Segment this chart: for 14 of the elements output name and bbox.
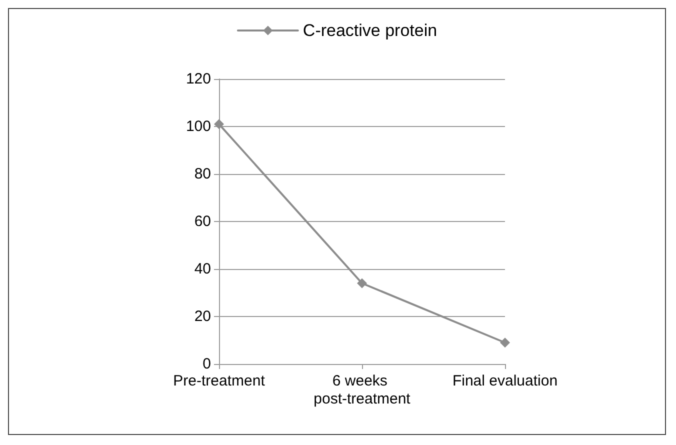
- legend-label: C-reactive protein: [302, 21, 438, 40]
- x-tick-label: Pre-treatment: [173, 372, 266, 390]
- y-tick-label: 120: [186, 70, 211, 88]
- x-tick-label: 6 weeks post-treatment: [314, 372, 412, 408]
- point: [357, 278, 367, 288]
- point: [214, 119, 224, 130]
- y-tick-label: 20: [194, 308, 211, 325]
- y-tick-label: 0: [202, 356, 211, 372]
- y-tick-label: 60: [194, 213, 211, 230]
- y-tick-label: 40: [194, 260, 211, 278]
- y-tick-label: 80: [194, 166, 211, 182]
- x-tick-label: Final evaluation: [452, 372, 558, 390]
- point: [500, 338, 510, 348]
- y-tick-label: 100: [186, 118, 211, 135]
